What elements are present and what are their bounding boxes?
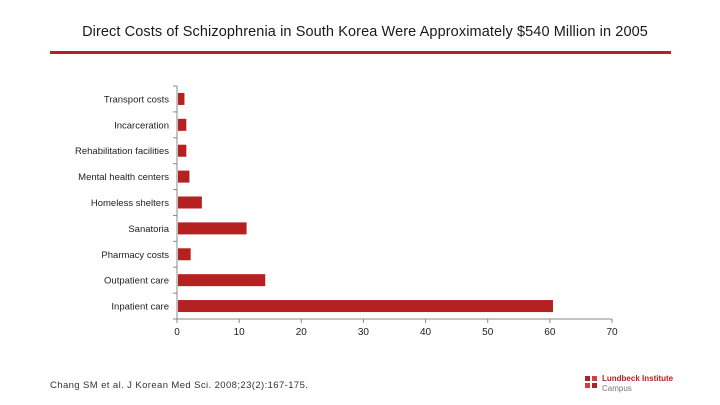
category-label: Rehabilitation facilities xyxy=(75,146,169,157)
x-tick-label: 70 xyxy=(606,327,618,338)
bar-4 xyxy=(178,196,202,209)
x-tick-label: 40 xyxy=(420,327,432,338)
logo-mark-icon xyxy=(585,376,597,388)
bar-2 xyxy=(178,144,187,157)
x-tick-label: 10 xyxy=(234,327,246,338)
category-label: Sanatoria xyxy=(128,224,169,235)
category-label: Inpatient care xyxy=(111,302,169,313)
logo-text-secondary: Campus xyxy=(602,384,632,393)
x-tick-label: 0 xyxy=(174,327,180,338)
bar-8 xyxy=(178,300,553,313)
title-divider xyxy=(50,51,671,54)
x-tick-label: 50 xyxy=(482,327,494,338)
category-label: Incarceration xyxy=(114,120,169,131)
logo: Lundbeck Institute Campus xyxy=(585,374,685,396)
x-tick-label: 20 xyxy=(296,327,308,338)
bar-6 xyxy=(178,248,191,261)
bar-1 xyxy=(178,118,187,131)
category-label: Outpatient care xyxy=(104,276,169,287)
bar-0 xyxy=(178,92,185,105)
x-tick-label: 30 xyxy=(358,327,370,338)
source-citation: Chang SM et al. J Korean Med Sci. 2008;2… xyxy=(50,380,309,391)
category-label: Pharmacy costs xyxy=(101,250,169,261)
x-tick-label: 60 xyxy=(544,327,556,338)
bar-3 xyxy=(178,170,190,183)
page-title: Direct Costs of Schizophrenia in South K… xyxy=(82,24,648,40)
category-label: Mental health centers xyxy=(78,172,169,183)
category-label: Transport costs xyxy=(104,94,169,105)
logo-text-primary: Lundbeck Institute xyxy=(602,374,674,383)
bar-5 xyxy=(178,222,247,235)
bar-7 xyxy=(178,274,266,287)
category-label: Homeless shelters xyxy=(91,198,169,209)
